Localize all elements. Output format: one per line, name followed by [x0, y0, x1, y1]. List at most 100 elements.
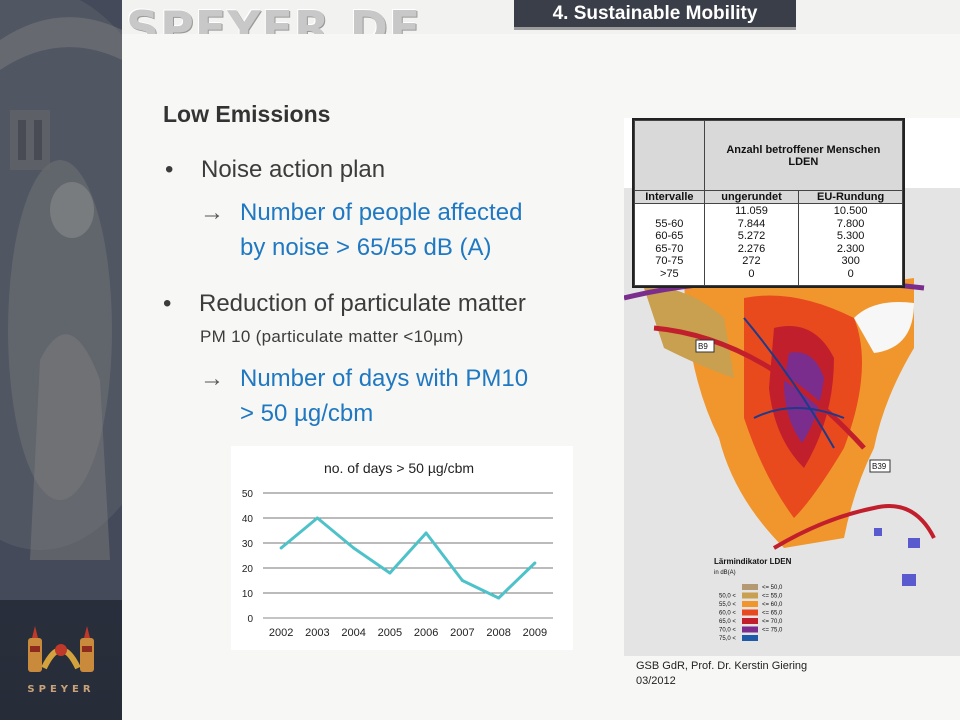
section-tab-underline: [514, 27, 796, 30]
logo-text: SPEYER: [27, 684, 95, 695]
top-banner: SPEYER.DE 4. Sustainable Mobility: [122, 0, 960, 55]
sidebar-panel: SPEYER: [0, 0, 122, 720]
table-corner-cell: [634, 120, 705, 191]
x-tick-label: 2009: [523, 627, 547, 639]
legend-unit: in dB(A): [714, 570, 736, 576]
legend-from: 55,0 <: [719, 602, 736, 608]
source-credit-line1: GSB GdR, Prof. Dr. Kerstin Giering: [636, 660, 808, 672]
legend-from: 75,0 <: [719, 636, 736, 642]
arrow-icon: →: [200, 365, 224, 392]
legend-from: 65,0 <: [719, 619, 736, 625]
section-tab: 4. Sustainable Mobility: [514, 0, 796, 30]
legend-from: 60,0 <: [719, 611, 736, 617]
data-point: [388, 571, 392, 575]
legend-to: <= 65,0: [762, 611, 783, 617]
legend-from: 70,0 <: [719, 628, 736, 634]
table-cell-interval: 60-65: [655, 230, 684, 242]
table-col-raw: ungerundet: [703, 190, 800, 204]
table-cell-interval: 70-75: [655, 255, 684, 267]
x-tick-label: 2007: [450, 627, 474, 639]
table-eu-column: 10.500 7.800 5.300 2.300 300 0: [798, 203, 903, 286]
y-tick-label: 40: [242, 514, 254, 525]
table-header-sub-text: LDEN: [788, 155, 819, 168]
table-cell-raw: 7.844: [737, 217, 766, 230]
data-point: [279, 546, 283, 550]
data-point: [352, 546, 356, 550]
slide-heading: Low Emissions: [163, 101, 331, 127]
pm10-note: PM 10 (particulate matter <10µm): [200, 327, 464, 346]
table-cell-raw: 5.272: [737, 230, 766, 242]
table-cell-interval: >75: [660, 267, 679, 280]
y-tick-label: 30: [242, 539, 254, 550]
bullet-noise-plan: • Noise action plan: [165, 156, 386, 184]
table-cell-eu: 10.500: [833, 205, 868, 217]
x-tick-label: 2002: [269, 627, 293, 639]
legend-swatch: [742, 609, 758, 616]
table-cell-eu: 7.800: [836, 217, 865, 230]
table-col-eu: EU-Rundung: [798, 190, 903, 204]
table-cell-eu: 0: [847, 267, 854, 280]
table-cell-raw: 272: [742, 255, 761, 267]
speyer-logo-icon: [28, 626, 94, 672]
table-cell-interval: 55-60: [655, 217, 684, 230]
y-tick-label: 50: [242, 489, 254, 500]
sub-people-affected: → Number of people affected by noise > 6…: [200, 195, 523, 265]
table-cell-eu: 5.300: [836, 230, 865, 242]
x-tick-label: 2004: [341, 627, 365, 639]
bullet-particulate-label: Reduction of particulate matter: [199, 290, 526, 317]
noise-table: Anzahl betroffener Menschen LDEN Interva…: [632, 118, 905, 288]
arrow-icon: →: [200, 199, 224, 226]
sub-days-pm10-line2: > 50 µg/cbm: [240, 400, 374, 427]
bullet-particulate: • Reduction of particulate matter: [163, 290, 526, 318]
x-tick-label: 2008: [486, 627, 510, 639]
table-col-interval: Intervalle: [634, 190, 705, 204]
y-tick-label: 0: [247, 614, 253, 625]
table-header-main-text: Anzahl betroffener Menschen: [726, 143, 881, 156]
x-tick-label: 2005: [378, 627, 402, 639]
table-cell-raw: 11.059: [735, 205, 768, 217]
legend-from: 50,0 <: [719, 594, 736, 600]
road-label-b39: B39: [872, 462, 887, 471]
noise-table-grid: Anzahl betroffener Menschen LDEN Interva…: [634, 120, 904, 286]
legend-swatch: [742, 601, 758, 607]
table-cell-eu: 2.300: [836, 242, 865, 255]
sub-people-affected-line1: Number of people affected: [240, 199, 523, 226]
data-point: [497, 596, 501, 600]
sub-people-affected-line2: by noise > 65/55 dB (A): [240, 234, 492, 261]
table-cell-raw: 2.276: [737, 242, 766, 255]
legend-swatch: [742, 626, 758, 633]
table-cell-interval: 65-70: [655, 242, 684, 255]
legend-swatch: [742, 592, 758, 599]
legend-to: <= 75,0: [762, 628, 783, 634]
table-cell-eu: 300: [841, 255, 860, 267]
legend-swatch: [742, 635, 758, 641]
source-credit-line2: 03/2012: [636, 675, 676, 687]
legend-swatch: [742, 584, 758, 590]
sub-days-pm10-line1: Number of days with PM10: [240, 365, 529, 392]
data-point: [533, 561, 537, 565]
bullet-noise-plan-label: Noise action plan: [201, 156, 386, 183]
section-title: 4. Sustainable Mobility: [552, 3, 758, 24]
y-tick-label: 20: [242, 564, 254, 575]
table-cell-raw: 0: [748, 267, 755, 280]
y-tick-label: 10: [242, 589, 254, 600]
sub-days-pm10: → Number of days with PM10 > 50 µg/cbm: [200, 361, 529, 431]
bullet-dot: •: [165, 156, 174, 183]
legend-to: <= 55,0: [762, 594, 783, 600]
x-tick-label: 2003: [305, 627, 329, 639]
table-header-main: Anzahl betroffener Menschen LDEN: [703, 120, 904, 191]
x-tick-label: 2006: [414, 627, 438, 639]
data-point: [460, 579, 464, 582]
legend-to: <= 50,0: [762, 585, 783, 591]
legend-title: Lärmindikator LDEN: [714, 557, 792, 566]
pm10-chart-svg: no. of days > 50 µg/cbm 0 10 20 30 40 50 2002…: [242, 460, 553, 639]
table-interval-column: 55-60 60-65 65-70 70-75 >75: [634, 203, 705, 286]
chart-title: no. of days > 50 µg/cbm: [324, 460, 474, 476]
pm10-chart: no. of days > 50 µg/cbm 0 10 20 30 40 50 2002…: [231, 446, 573, 650]
source-credit: GSB GdR, Prof. Dr. Kerstin Giering 03/20…: [636, 659, 807, 689]
series-line: [280, 516, 536, 600]
table-cell-interval: [639, 205, 700, 218]
road-label-b9: B9: [698, 342, 708, 351]
table-raw-column: 11.059 7.844 5.272 2.276 272 0: [703, 203, 800, 286]
data-point: [424, 531, 428, 535]
